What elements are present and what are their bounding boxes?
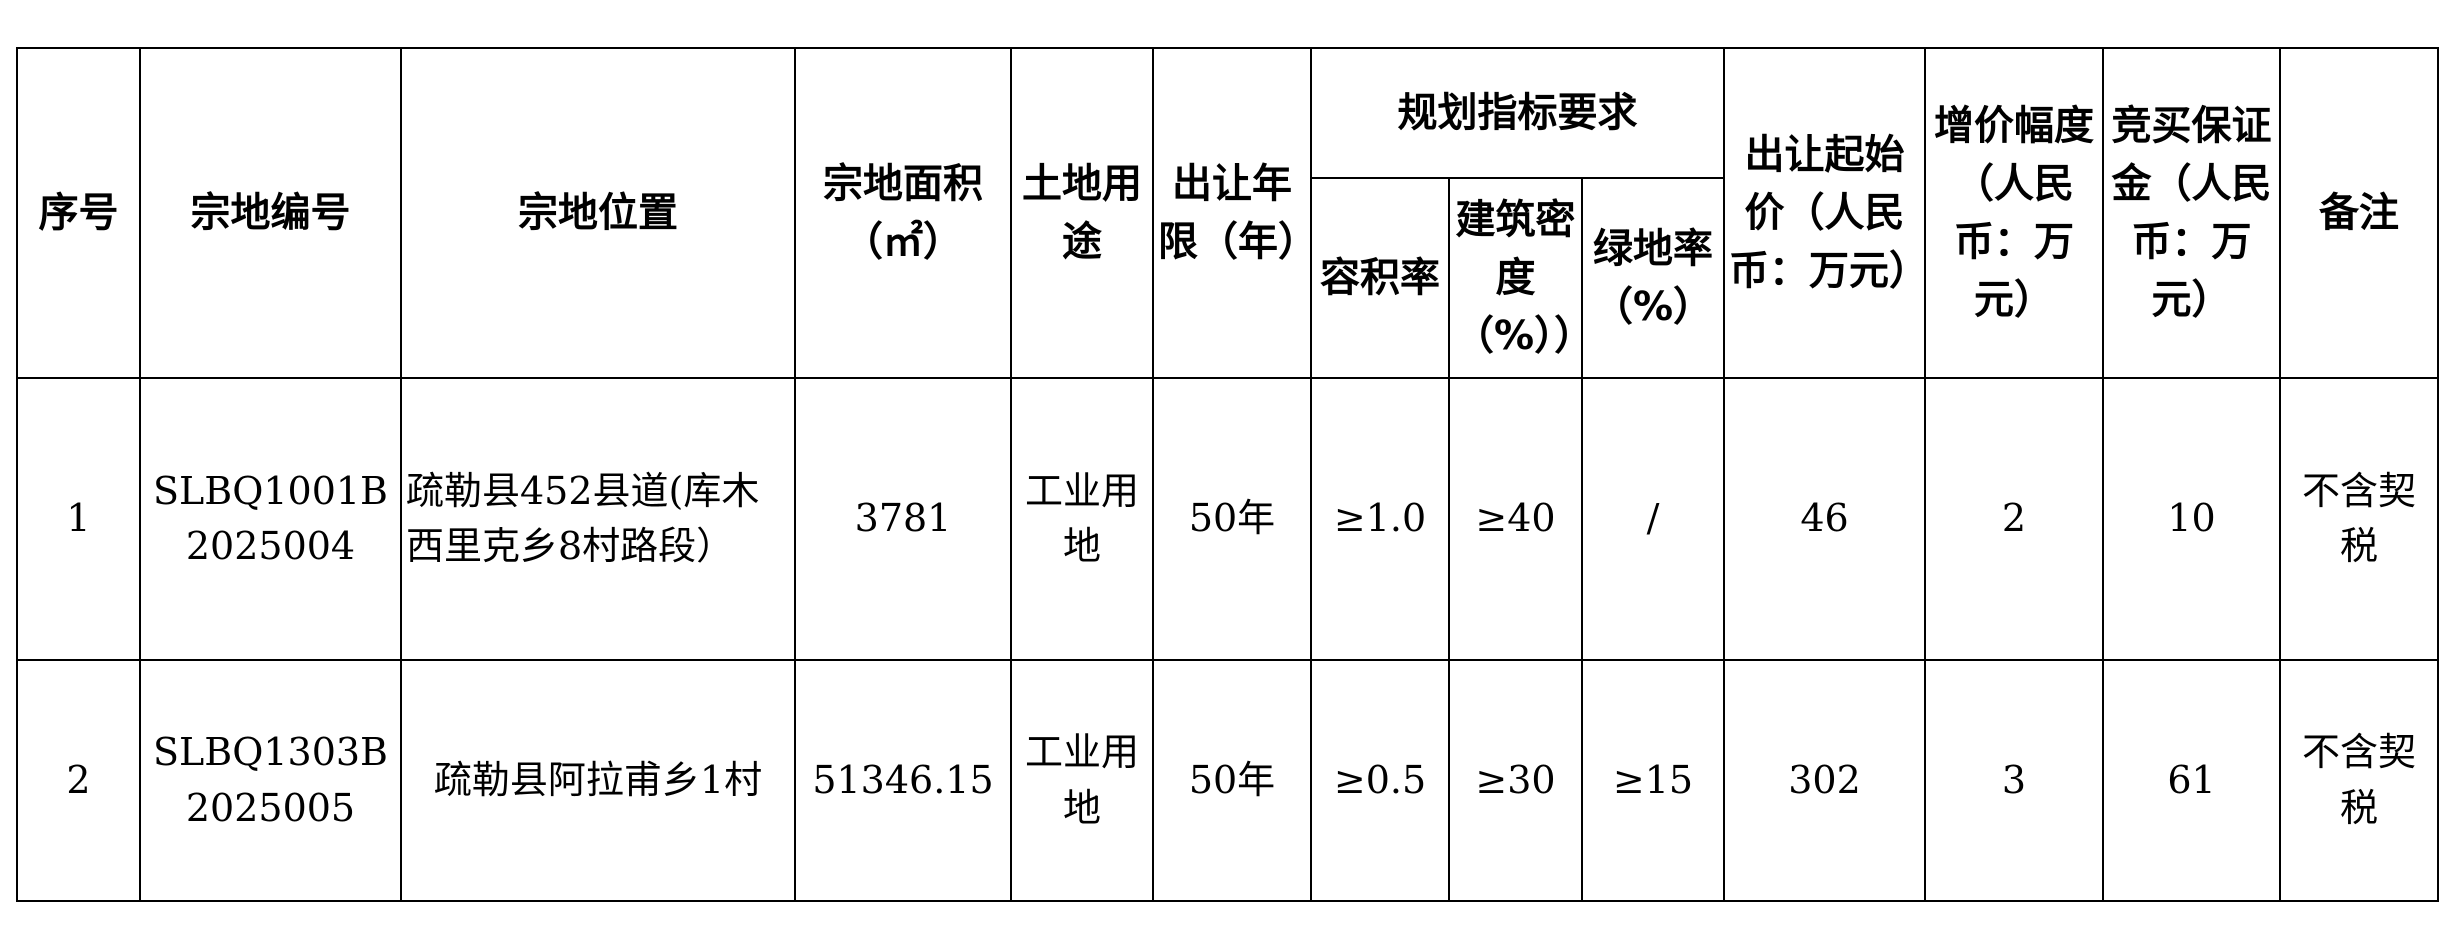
header-planning: 规划指标要求 [1309, 47, 1726, 179]
cell-start-price: 302 [1723, 659, 1927, 902]
cell-far: ≥1.0 [1310, 377, 1450, 661]
cell-area: 3781 [794, 377, 1012, 661]
cell-deposit: 61 [2102, 659, 2282, 902]
header-density: 建筑密度（%）） [1448, 177, 1594, 379]
header-location: 宗地位置 [400, 47, 796, 379]
header-deposit: 竞买保证金（人民币：万元） [2102, 47, 2282, 379]
cell-area: 51346.15 [794, 659, 1012, 902]
table-row: 2 SLBQ1303B2025005 疏勒县阿拉甫乡1村 51346.15 工业… [16, 659, 2440, 902]
header-increment: 增价幅度（人民币：万元） [1924, 47, 2105, 379]
cell-term: 50年 [1152, 377, 1312, 661]
cell-increment: 2 [1924, 377, 2105, 661]
cell-remark: 不含契税 [2279, 659, 2440, 902]
cell-seq: 1 [16, 377, 141, 661]
header-use: 土地用途 [1010, 47, 1154, 379]
cell-density: ≥30 [1448, 659, 1583, 902]
header-parcel-code: 宗地编号 [139, 47, 402, 379]
cell-seq: 2 [16, 659, 141, 902]
cell-increment: 3 [1924, 659, 2105, 902]
cell-far: ≥0.5 [1310, 659, 1450, 902]
cell-green: / [1580, 377, 1726, 661]
subheader-row: 容积率 建筑密度（%）） 绿地率（%） [17, 177, 2438, 379]
header-start-price: 出让起始价（人民币：万元） [1723, 47, 1929, 379]
header-row: 序号 宗地编号 宗地位置 宗地面积（㎡） 土地用途 出让年限（年） 规划指标要求… [16, 47, 2440, 379]
table-row: 1 SLBQ1001B2025004 疏勒县452县道(库木西里克乡8村路段） … [16, 377, 2440, 661]
cell-parcel-code: SLBQ1303B2025005 [139, 659, 402, 902]
cell-use: 工业用地 [1010, 377, 1154, 661]
cell-green: ≥15 [1580, 659, 1726, 902]
cell-density: ≥40 [1448, 377, 1583, 661]
header-area: 宗地面积（㎡） [794, 47, 1012, 379]
cell-location: 疏勒县阿拉甫乡1村 [400, 659, 796, 902]
header-green: 绿地率（%） [1580, 177, 1726, 379]
cell-parcel-code: SLBQ1001B2025004 [139, 377, 402, 661]
cell-use: 工业用地 [1010, 659, 1154, 902]
cell-deposit: 10 [2102, 377, 2282, 661]
header-term: 出让年限（年） [1152, 47, 1318, 379]
land-auction-table: 序号 宗地编号 宗地位置 宗地面积（㎡） 土地用途 出让年限（年） 规划指标要求… [16, 47, 2440, 902]
cell-remark: 不含契税 [2279, 377, 2440, 661]
header-remark: 备注 [2279, 47, 2440, 379]
cell-start-price: 46 [1723, 377, 1927, 661]
header-seq: 序号 [16, 47, 141, 379]
header-far: 容积率 [1310, 177, 1450, 379]
cell-term: 50年 [1152, 659, 1312, 902]
cell-location: 疏勒县452县道(库木西里克乡8村路段） [400, 377, 796, 661]
